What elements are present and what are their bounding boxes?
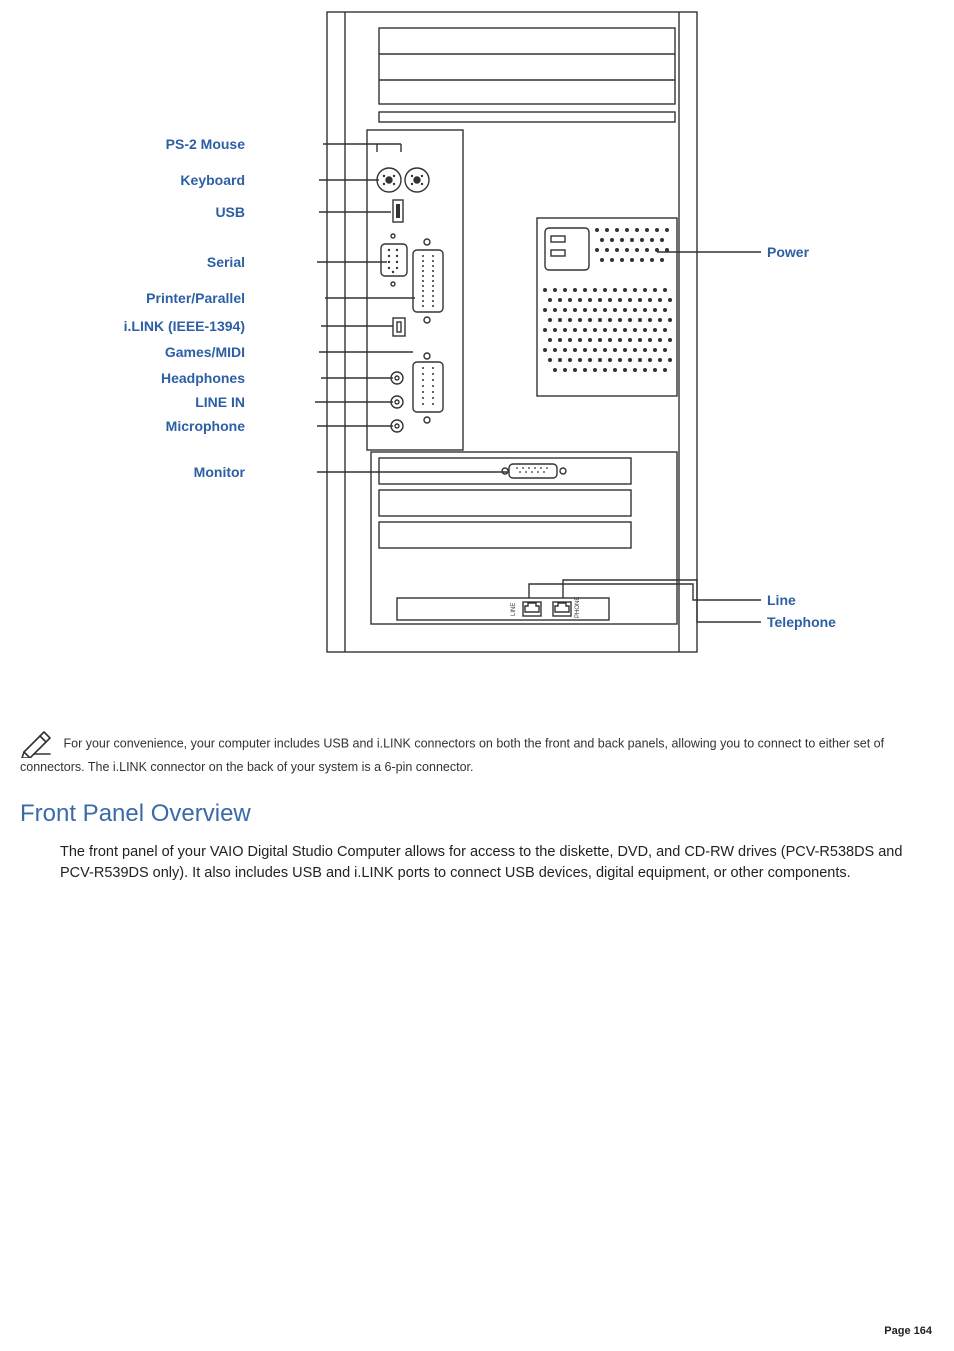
label-headphones: Headphones (161, 370, 245, 386)
note-text: For your convenience, your computer incl… (20, 736, 884, 774)
label-ps2mouse: PS-2 Mouse (166, 136, 245, 152)
label-printer: Printer/Parallel (146, 290, 245, 306)
back-panel-svg: LINE PHONE (97, 0, 857, 720)
svg-text:LINE: LINE (511, 603, 517, 616)
document-page: LINE PHONE (0, 0, 954, 1351)
label-games: Games/MIDI (165, 344, 245, 360)
label-ilink: i.LINK (IEEE-1394) (124, 318, 245, 334)
label-keyboard: Keyboard (180, 172, 245, 188)
back-panel-diagram: LINE PHONE (97, 0, 857, 720)
section-heading: Front Panel Overview (20, 800, 934, 828)
label-serial: Serial (207, 254, 245, 270)
pencil-note-icon (20, 730, 54, 758)
label-linein: LINE IN (195, 394, 245, 410)
note-paragraph: For your convenience, your computer incl… (20, 730, 934, 776)
label-usb: USB (215, 204, 245, 220)
label-power: Power (767, 244, 809, 260)
label-microphone: Microphone (166, 418, 245, 434)
page-number: Page 164 (884, 1325, 932, 1337)
body-paragraph: The front panel of your VAIO Digital Stu… (60, 842, 930, 884)
label-line: Line (767, 592, 796, 608)
svg-text:PHONE: PHONE (575, 597, 581, 618)
label-monitor: Monitor (194, 464, 245, 480)
label-telephone: Telephone (767, 614, 836, 630)
